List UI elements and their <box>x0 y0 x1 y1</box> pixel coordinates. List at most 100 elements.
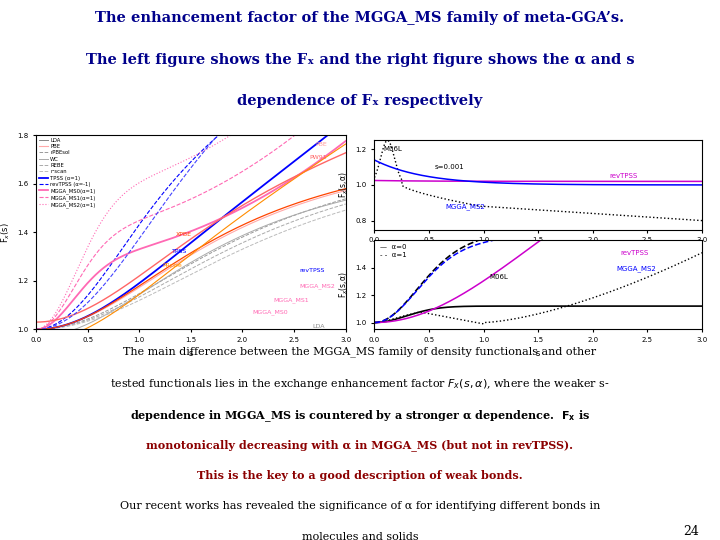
MGGA_MS1(α=1) <box>32 326 40 333</box>
Text: revTPSS: revTPSS <box>620 251 648 256</box>
Text: tested functionals lies in the exchange enhancement factor $F_x(s,\alpha)$, wher: tested functionals lies in the exchange … <box>110 377 610 391</box>
Line: TPSS (α=1): TPSS (α=1) <box>36 121 346 329</box>
MGGA_MS2(α=1) <box>69 275 78 281</box>
Text: MGGA_MS0: MGGA_MS0 <box>253 309 288 315</box>
rPBEsol <box>132 292 141 298</box>
TPSS (α=1) <box>132 282 141 288</box>
r²scan <box>69 322 78 328</box>
TPSS (α=1) <box>227 208 235 214</box>
α=0 <box>370 319 379 326</box>
Line: MGGA_MS2: MGGA_MS2 <box>374 185 702 322</box>
MGGA_MS2(α=1) <box>255 113 264 119</box>
MGGA_MS2 <box>606 212 615 218</box>
r²scan <box>227 252 235 258</box>
TPSS (α=1) <box>32 326 40 333</box>
PBE <box>154 272 163 278</box>
Text: This is the key to a good description of weak bonds.: This is the key to a good description of… <box>197 470 523 481</box>
α=0 <box>606 303 615 309</box>
α=0 <box>644 303 652 309</box>
X-axis label: α: α <box>536 249 541 258</box>
M06L <box>609 287 618 294</box>
M06L <box>477 320 485 327</box>
M06L <box>608 288 616 294</box>
α=1 <box>576 208 585 215</box>
r²scan <box>341 207 350 213</box>
PBE <box>32 326 40 333</box>
revTPSS <box>608 185 617 191</box>
r²scan <box>255 238 264 245</box>
Line: r²scan: r²scan <box>36 210 346 329</box>
MGGA_MS0(α=1) <box>257 194 266 201</box>
PBE <box>227 230 235 237</box>
revTPSS (α=-1) <box>227 122 235 128</box>
r²scan <box>32 326 40 333</box>
WC <box>257 224 266 231</box>
revTPSS (α=-1) <box>32 326 40 333</box>
MGGA_MS2 <box>698 182 706 188</box>
α=0 <box>698 303 706 309</box>
α=1 <box>606 198 615 204</box>
TPSS (α=1) <box>154 265 163 272</box>
Legend: LDA, PBE, rPBEsol, WC, REBE, r²scan, TPSS (α=1), revTPSS (α=-1), MGGA_MS0(α=1), : LDA, PBE, rPBEsol, WC, REBE, r²scan, TPS… <box>39 138 96 208</box>
M06L <box>698 249 706 256</box>
MGGA_MS0(α=1) <box>154 240 163 246</box>
MGGA_MS0(α=1) <box>227 211 235 217</box>
α=1 <box>608 197 617 204</box>
Text: monotonically decreasing with α in MGGA_MS (but not in revTPSS).: monotonically decreasing with α in MGGA_… <box>146 439 574 451</box>
Text: s=0.001: s=0.001 <box>434 164 464 170</box>
Y-axis label: F$_x$(s,α): F$_x$(s,α) <box>338 272 350 298</box>
WC <box>132 293 141 299</box>
MGGA_MS2 <box>477 240 485 246</box>
Text: PRpbe: PRpbe <box>162 262 181 268</box>
Text: LDA: LDA <box>312 324 325 329</box>
MGGA_MS2(α=1) <box>341 39 350 46</box>
MGGA_MS2(α=1) <box>227 132 235 138</box>
MGGA_MS2 <box>410 291 418 298</box>
LDA <box>227 326 235 333</box>
Text: MGGA_MS2: MGGA_MS2 <box>446 203 485 210</box>
TPSS (α=1) <box>341 118 350 124</box>
MGGA_MS1(α=1) <box>227 175 235 181</box>
Text: revTPSS: revTPSS <box>609 173 637 179</box>
α=1 <box>698 156 706 163</box>
MGGA_MS2 <box>370 319 379 326</box>
rPBEsol <box>154 279 163 286</box>
Text: revTPSS: revTPSS <box>300 268 325 273</box>
Line: MGGA_MS2(α=1): MGGA_MS2(α=1) <box>36 43 346 329</box>
Line: α=0: α=0 <box>374 306 702 322</box>
X-axis label: s: s <box>536 349 541 357</box>
M06L <box>410 310 418 317</box>
MGGA_MS0(α=1) <box>255 195 264 202</box>
revTPSS (α=-1) <box>255 97 264 104</box>
Text: PBE: PBE <box>315 142 327 147</box>
REBE <box>69 321 78 328</box>
revTPSS <box>500 264 508 270</box>
Line: WC: WC <box>36 200 346 337</box>
Line: M06L: M06L <box>374 253 702 324</box>
MGGA_MS1(α=1) <box>132 218 141 225</box>
Line: revTPSS (α=-1): revTPSS (α=-1) <box>36 19 346 329</box>
WC <box>227 238 235 244</box>
Line: MGGA_MS1(α=1): MGGA_MS1(α=1) <box>36 92 346 329</box>
α=1 <box>477 236 485 242</box>
MGGA_MS1(α=1) <box>341 89 350 96</box>
M06L <box>577 299 585 305</box>
MGGA_MS2 <box>500 235 508 241</box>
α=0 <box>477 303 485 309</box>
LDA <box>132 326 141 333</box>
Text: The enhancement factor of the MGGA_MS family of meta-GGA’s.: The enhancement factor of the MGGA_MS fa… <box>96 11 624 25</box>
MGGA_MS2 <box>608 211 617 218</box>
rPBEsol <box>257 225 266 232</box>
revTPSS (α=-1) <box>132 225 141 231</box>
α=0 <box>410 310 418 317</box>
Text: - -  α=1: - - α=1 <box>380 252 407 258</box>
Text: PW91: PW91 <box>310 156 327 160</box>
REBE <box>255 232 264 238</box>
Text: MGGA_MS1: MGGA_MS1 <box>274 298 309 303</box>
MGGA_MS0(α=1) <box>132 247 141 253</box>
WC <box>255 225 264 231</box>
MGGA_MS1(α=1) <box>69 286 78 292</box>
LDA <box>32 326 40 333</box>
MGGA_MS2(α=1) <box>32 326 40 333</box>
REBE <box>132 295 141 301</box>
